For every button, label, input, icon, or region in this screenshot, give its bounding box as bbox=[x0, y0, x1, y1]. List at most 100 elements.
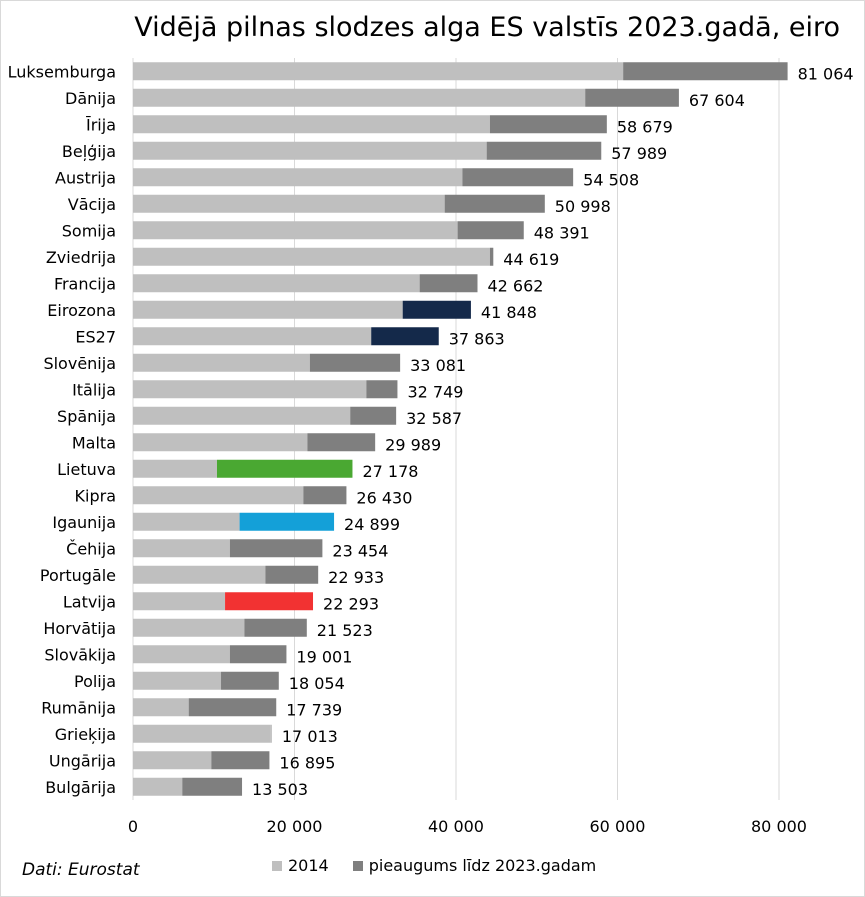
total-value-label: 33 081 bbox=[410, 356, 466, 375]
bar-increase bbox=[419, 274, 478, 293]
bar-increase bbox=[309, 353, 401, 372]
bar-increase bbox=[188, 698, 277, 717]
bar-increase bbox=[366, 380, 398, 399]
total-value-label: 23 454 bbox=[332, 541, 388, 560]
bar-2014 bbox=[133, 168, 463, 187]
category-label: Dānija bbox=[65, 89, 116, 108]
bar-2014 bbox=[133, 62, 624, 81]
total-value-label: 32 587 bbox=[406, 409, 462, 428]
bar-increase bbox=[371, 327, 439, 346]
bar-increase bbox=[486, 141, 602, 160]
total-value-label: 41 848 bbox=[481, 303, 537, 322]
bar-2014 bbox=[133, 724, 271, 743]
bar-2014 bbox=[133, 459, 217, 478]
legend-swatch-2014 bbox=[272, 860, 282, 871]
category-label: Polija bbox=[74, 672, 116, 691]
bar-2014 bbox=[133, 221, 458, 240]
legend-item-2014: 2014 bbox=[272, 856, 329, 875]
category-label: Slovēnija bbox=[43, 354, 116, 373]
bar-increase bbox=[303, 486, 347, 505]
legend-label-increase: pieaugums līdz 2023.gadam bbox=[368, 856, 597, 875]
legend: 2014 pieaugums līdz 2023.gadam bbox=[272, 856, 620, 875]
legend-swatch-increase bbox=[352, 860, 363, 871]
category-label: Horvātija bbox=[43, 619, 116, 638]
total-value-label: 48 391 bbox=[534, 223, 590, 242]
x-tick-label: 40 000 bbox=[428, 817, 484, 836]
total-value-label: 18 054 bbox=[289, 674, 345, 693]
total-value-label: 67 604 bbox=[689, 91, 745, 110]
total-value-label: 50 998 bbox=[555, 197, 611, 216]
bar-increase bbox=[244, 618, 307, 637]
category-label: Slovākija bbox=[44, 645, 116, 664]
bar-2014 bbox=[133, 141, 487, 160]
category-label: Čehija bbox=[66, 539, 116, 558]
bar-increase bbox=[225, 592, 314, 611]
category-label: Spānija bbox=[57, 407, 116, 426]
bar-increase bbox=[265, 565, 319, 584]
total-value-label: 27 178 bbox=[362, 462, 418, 481]
bar-increase bbox=[585, 88, 679, 107]
bar-2014 bbox=[133, 618, 245, 637]
category-label: Beļģija bbox=[62, 142, 116, 161]
category-label: Igaunija bbox=[52, 513, 116, 532]
x-tick-label: 80 000 bbox=[751, 817, 807, 836]
total-value-label: 81 064 bbox=[798, 64, 854, 83]
total-value-label: 29 989 bbox=[385, 435, 441, 454]
bar-increase bbox=[444, 194, 545, 213]
total-value-label: 22 933 bbox=[328, 568, 384, 587]
bar-increase bbox=[211, 751, 270, 770]
bar-2014 bbox=[133, 671, 222, 690]
bar-2014 bbox=[133, 247, 490, 266]
bar-2014 bbox=[133, 777, 183, 796]
bar-increase bbox=[457, 221, 524, 240]
bar-increase bbox=[229, 645, 287, 664]
bar-2014 bbox=[133, 88, 586, 107]
bar-increase bbox=[221, 671, 279, 690]
bar-increase bbox=[239, 512, 335, 531]
total-value-label: 42 662 bbox=[487, 276, 543, 295]
bar-increase bbox=[216, 459, 353, 478]
bar-2014 bbox=[133, 751, 212, 770]
bar-2014 bbox=[133, 353, 310, 372]
bar-2014 bbox=[133, 380, 367, 399]
total-value-label: 54 508 bbox=[583, 170, 639, 189]
bar-increase bbox=[623, 62, 788, 81]
x-tick-label: 0 bbox=[128, 817, 138, 836]
total-value-label: 24 899 bbox=[344, 515, 400, 534]
bar-2014 bbox=[133, 194, 445, 213]
bar-2014 bbox=[133, 433, 308, 452]
legend-label-2014: 2014 bbox=[288, 856, 329, 875]
category-label: Bulgārija bbox=[45, 778, 116, 797]
total-value-label: 57 989 bbox=[611, 144, 667, 163]
category-label: Latvija bbox=[63, 592, 116, 611]
bar-increase bbox=[462, 168, 574, 187]
category-label: Itālija bbox=[72, 380, 116, 399]
bar-2014 bbox=[133, 698, 189, 717]
bar-increase bbox=[489, 247, 494, 266]
total-value-label: 44 619 bbox=[503, 250, 559, 269]
total-value-label: 17 739 bbox=[286, 700, 342, 719]
bar-2014 bbox=[133, 592, 226, 611]
category-label: Lietuva bbox=[57, 460, 116, 479]
total-value-label: 21 523 bbox=[317, 621, 373, 640]
bar-increase bbox=[402, 300, 471, 319]
bar-2014 bbox=[133, 645, 230, 664]
bar-increase bbox=[350, 406, 397, 425]
category-label: Malta bbox=[72, 433, 116, 452]
x-tick-label: 60 000 bbox=[590, 817, 646, 836]
total-value-label: 13 503 bbox=[252, 780, 308, 799]
category-label: Rumānija bbox=[41, 698, 116, 717]
category-label: Grieķija bbox=[55, 725, 116, 744]
total-value-label: 37 863 bbox=[449, 329, 505, 348]
category-label: Kipra bbox=[75, 486, 116, 505]
legend-item-increase: pieaugums līdz 2023.gadam bbox=[352, 856, 597, 875]
bar-2014 bbox=[133, 327, 372, 346]
total-value-label: 58 679 bbox=[617, 117, 673, 136]
bar-2014 bbox=[133, 274, 420, 293]
x-tick-label: 20 000 bbox=[267, 817, 323, 836]
category-label: Francija bbox=[54, 274, 116, 293]
bar-2014 bbox=[133, 406, 351, 425]
category-label: Vācija bbox=[68, 195, 116, 214]
bar-layer bbox=[133, 62, 788, 796]
